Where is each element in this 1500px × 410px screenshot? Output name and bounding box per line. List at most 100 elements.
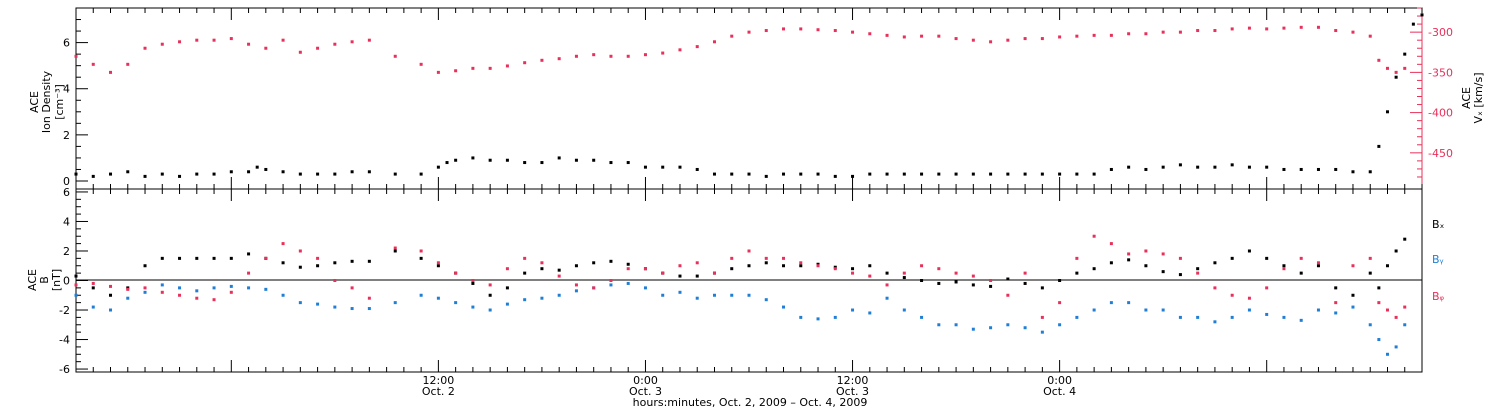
bz-point bbox=[1377, 301, 1381, 305]
density-point bbox=[1403, 52, 1407, 56]
vx-point bbox=[109, 70, 113, 74]
density-point bbox=[1334, 167, 1338, 171]
vx-point bbox=[971, 38, 975, 42]
by-point bbox=[229, 284, 233, 288]
bx-point bbox=[1265, 256, 1269, 260]
bx-point bbox=[1006, 277, 1010, 281]
density-point bbox=[255, 165, 259, 169]
bz-point bbox=[885, 283, 889, 287]
bz-point bbox=[782, 256, 786, 260]
by-point bbox=[695, 296, 699, 300]
by-point bbox=[764, 298, 768, 302]
bx-point bbox=[419, 256, 423, 260]
bz-point bbox=[851, 271, 855, 275]
b-axis-label: ACE B [nT] bbox=[26, 269, 63, 291]
b-tick-label: 0 bbox=[63, 275, 70, 288]
density-point bbox=[1247, 165, 1251, 169]
by-point bbox=[1247, 308, 1251, 312]
density-point bbox=[1411, 22, 1415, 26]
vx-point bbox=[799, 27, 803, 31]
density-point bbox=[471, 156, 475, 160]
by-point bbox=[195, 289, 199, 293]
by-point bbox=[1316, 308, 1320, 312]
bx-point bbox=[678, 274, 682, 278]
density-point bbox=[247, 170, 251, 174]
bx-point bbox=[316, 264, 320, 268]
b-tick-label: 4 bbox=[63, 215, 70, 228]
bz-point bbox=[316, 256, 320, 260]
bz-point bbox=[1282, 267, 1286, 271]
by-point bbox=[109, 308, 113, 312]
vx-point bbox=[471, 66, 475, 70]
vx-point bbox=[747, 30, 751, 34]
density-point bbox=[505, 158, 509, 162]
density-point bbox=[902, 172, 906, 176]
bx-point bbox=[367, 259, 371, 263]
by-point bbox=[523, 298, 527, 302]
bz-point bbox=[609, 279, 613, 282]
vx-point bbox=[557, 57, 561, 61]
density-axis-label: ACE Ion Density [cm⁻³] bbox=[28, 70, 66, 133]
magnetic-panel-marks bbox=[74, 234, 1407, 356]
by-point bbox=[126, 296, 130, 300]
by-point bbox=[833, 315, 837, 319]
bz-point bbox=[229, 290, 233, 294]
bx-point bbox=[178, 256, 182, 260]
vx-point bbox=[695, 45, 699, 49]
vx-point bbox=[1023, 37, 1027, 41]
vx-point bbox=[281, 38, 285, 42]
by-point bbox=[454, 301, 458, 305]
bz-point bbox=[333, 279, 337, 282]
bx-point bbox=[557, 268, 561, 272]
by-point bbox=[626, 281, 630, 285]
vx-point bbox=[643, 53, 647, 57]
by-point bbox=[1006, 323, 1010, 327]
vx-point bbox=[626, 54, 630, 58]
by-point bbox=[937, 323, 941, 327]
bx-point bbox=[1385, 264, 1389, 268]
bx-point bbox=[143, 264, 147, 268]
bz-point bbox=[1006, 293, 1010, 297]
by-point bbox=[1144, 308, 1148, 312]
vx-point bbox=[333, 42, 337, 46]
vx-point bbox=[1144, 32, 1148, 36]
bx-point bbox=[989, 284, 993, 288]
bz-point bbox=[971, 274, 975, 278]
vx-point bbox=[1403, 66, 1407, 70]
vx-point bbox=[782, 27, 786, 31]
vx-point bbox=[1334, 29, 1338, 33]
bz-point bbox=[436, 261, 440, 265]
by-point bbox=[247, 286, 251, 290]
bx-point bbox=[1368, 271, 1372, 275]
density-point bbox=[937, 172, 941, 176]
by-point bbox=[393, 301, 397, 305]
density-point bbox=[298, 172, 302, 176]
bz-point bbox=[1144, 249, 1148, 253]
vx-tick-label: -450 bbox=[1428, 147, 1453, 160]
vx-point bbox=[1161, 30, 1165, 34]
density-point bbox=[609, 161, 613, 165]
vx-point bbox=[1368, 34, 1372, 38]
density-point bbox=[333, 172, 337, 176]
vx-point bbox=[454, 69, 458, 73]
bx-point bbox=[695, 274, 699, 278]
by-point bbox=[1299, 318, 1303, 322]
density-point bbox=[281, 170, 285, 174]
bz-point bbox=[74, 283, 78, 287]
bz-point bbox=[1394, 315, 1398, 319]
vx-point bbox=[902, 35, 906, 39]
bx-point bbox=[937, 281, 941, 285]
vx-point bbox=[885, 33, 889, 37]
bx-point bbox=[1092, 267, 1096, 271]
vx-point bbox=[816, 28, 820, 32]
vx-label-line1: ACE bbox=[1460, 87, 1473, 109]
density-point bbox=[989, 172, 993, 176]
bz-point bbox=[1040, 315, 1044, 319]
bx-point bbox=[350, 259, 354, 263]
vx-point bbox=[1178, 30, 1182, 34]
plasma-panel-marks bbox=[74, 13, 1424, 178]
by-point bbox=[1196, 315, 1200, 319]
bz-point bbox=[1058, 301, 1062, 305]
density-point bbox=[1299, 167, 1303, 171]
